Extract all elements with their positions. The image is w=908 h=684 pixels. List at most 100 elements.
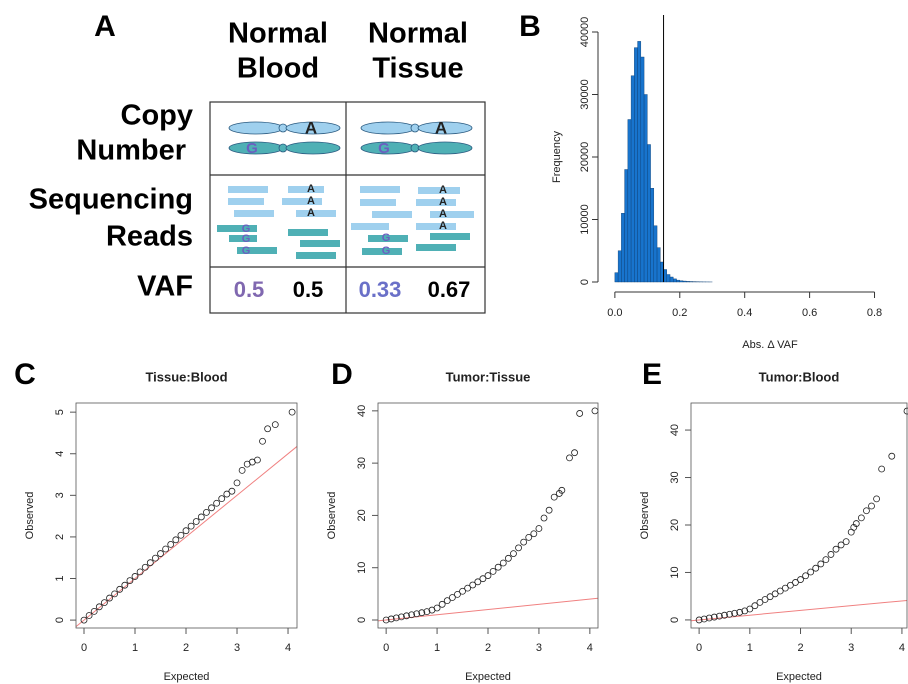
point bbox=[802, 572, 809, 580]
chart-title: Tissue:Blood bbox=[145, 369, 227, 384]
point bbox=[792, 579, 799, 586]
point bbox=[771, 590, 779, 598]
panel-label: E bbox=[642, 358, 662, 391]
x-tick-label: 1 bbox=[747, 642, 753, 654]
plot-frame bbox=[75, 402, 298, 629]
y-tick-label: 40000 bbox=[579, 17, 591, 48]
x-tick-label: 2 bbox=[797, 642, 803, 654]
x-axis-label: Expected bbox=[776, 671, 822, 683]
point bbox=[438, 600, 446, 608]
x-axis-label: Abs. Δ VAF bbox=[742, 339, 798, 351]
bar bbox=[673, 278, 677, 283]
bar bbox=[614, 272, 619, 283]
y-tick-label: 0 bbox=[356, 617, 368, 623]
x-tick-label: 4 bbox=[899, 642, 905, 654]
point bbox=[101, 599, 108, 607]
column-header: Blood bbox=[237, 53, 319, 85]
read-allele: G bbox=[382, 232, 391, 244]
y-tick-label: 0 bbox=[54, 617, 66, 623]
y-tick-label: 3 bbox=[54, 492, 66, 498]
point bbox=[736, 608, 744, 616]
point bbox=[218, 495, 226, 503]
bar bbox=[656, 247, 661, 283]
grid-box bbox=[209, 101, 486, 314]
point bbox=[756, 598, 764, 606]
x-tick-label: 0 bbox=[383, 642, 389, 654]
point bbox=[842, 538, 850, 546]
read-allele: A bbox=[307, 207, 315, 219]
point bbox=[479, 575, 487, 583]
point bbox=[80, 616, 88, 624]
panel-label: C bbox=[14, 358, 36, 391]
point bbox=[443, 597, 451, 605]
point bbox=[433, 604, 441, 612]
bar bbox=[686, 281, 690, 283]
point bbox=[233, 479, 241, 487]
chromosomes bbox=[228, 121, 473, 155]
y-tick-label: 4 bbox=[54, 451, 66, 457]
point bbox=[786, 581, 794, 589]
y-tick-label: 30000 bbox=[579, 79, 591, 110]
point bbox=[878, 465, 886, 473]
y-tick-label: 0 bbox=[669, 617, 681, 623]
point bbox=[700, 615, 708, 623]
point bbox=[817, 560, 825, 568]
point bbox=[469, 581, 477, 589]
column-header: Normal bbox=[228, 18, 328, 50]
bar bbox=[624, 169, 629, 283]
point bbox=[576, 410, 584, 417]
bar bbox=[617, 250, 622, 283]
y-tick-label: 30 bbox=[356, 457, 368, 469]
bar bbox=[653, 225, 658, 283]
bar bbox=[627, 119, 632, 283]
point bbox=[525, 533, 533, 541]
point bbox=[903, 407, 908, 415]
x-tick-label: 0.0 bbox=[607, 307, 622, 319]
point bbox=[510, 550, 517, 557]
y-tick-label: 40 bbox=[356, 405, 368, 417]
allele: G bbox=[378, 140, 390, 157]
x-tick-label: 2 bbox=[485, 642, 491, 654]
point bbox=[187, 522, 195, 530]
y-tick-label: 20 bbox=[669, 519, 681, 531]
point bbox=[591, 407, 599, 415]
y-axis-label: Frequency bbox=[551, 131, 563, 183]
point bbox=[408, 611, 416, 619]
point bbox=[213, 499, 221, 507]
point bbox=[448, 594, 456, 601]
read-allele: G bbox=[242, 223, 251, 235]
y-tick-label: 10 bbox=[669, 566, 681, 578]
allele: A bbox=[435, 118, 447, 137]
x-tick-label: 0.8 bbox=[867, 307, 882, 319]
x-tick-label: 3 bbox=[536, 642, 542, 654]
bar bbox=[637, 41, 642, 283]
point bbox=[515, 544, 522, 552]
point bbox=[863, 507, 870, 515]
bar bbox=[679, 280, 684, 283]
point bbox=[141, 563, 149, 571]
x-tick-label: 3 bbox=[234, 642, 240, 654]
point bbox=[776, 587, 784, 595]
y-tick-label: 0 bbox=[579, 279, 591, 285]
row-label: Number bbox=[76, 135, 186, 167]
y-tick-label: 40 bbox=[669, 424, 681, 436]
read-allele: G bbox=[242, 245, 251, 257]
row-label: Copy bbox=[121, 100, 194, 132]
y-tick-label: 10000 bbox=[579, 204, 591, 235]
point bbox=[259, 437, 266, 445]
point bbox=[167, 541, 175, 548]
point bbox=[751, 602, 759, 610]
point bbox=[474, 578, 482, 586]
point bbox=[392, 614, 400, 622]
read-allele: G bbox=[242, 233, 251, 245]
y-tick-label: 10 bbox=[356, 562, 368, 574]
x-tick-label: 2 bbox=[183, 642, 189, 654]
panel-label: B bbox=[519, 10, 541, 43]
vaf-value: 0.67 bbox=[428, 277, 471, 302]
x-tick-label: 1 bbox=[132, 642, 138, 654]
point bbox=[726, 610, 733, 618]
point bbox=[136, 568, 144, 576]
point bbox=[423, 608, 431, 616]
point bbox=[264, 425, 272, 433]
point bbox=[454, 590, 461, 598]
